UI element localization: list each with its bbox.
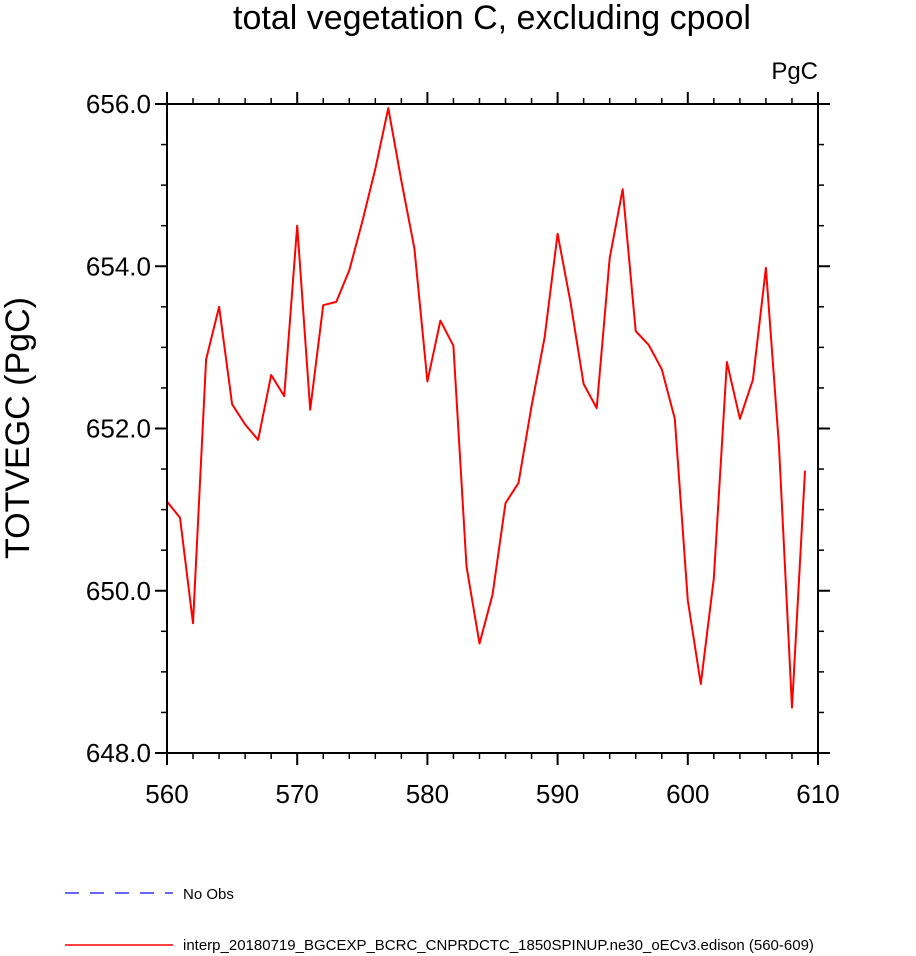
x-tick-label: 600 (666, 779, 709, 809)
legend-label-no-obs: No Obs (183, 886, 234, 903)
x-tick-label: 560 (145, 779, 188, 809)
y-tick-label: 650.0 (86, 576, 151, 606)
x-tick-labels: 560 570 580 590 600 610 (145, 779, 839, 809)
series-layer (166, 107, 806, 709)
x-tick-label: 570 (276, 779, 319, 809)
units-label: PgC (771, 58, 818, 85)
x-tick-label: 610 (796, 779, 839, 809)
plot-frame (166, 103, 819, 754)
major-ticks (155, 92, 830, 765)
legend: No Obs interp_20180719_BGCEXP_BCRC_CNPRD… (65, 886, 814, 954)
y-tick-label: 654.0 (86, 251, 151, 281)
legend-label-model-run: interp_20180719_BGCEXP_BCRC_CNPRDCTC_185… (183, 937, 814, 954)
series-line (166, 107, 806, 709)
y-tick-labels: 648.0 650.0 652.0 654.0 656.0 (86, 89, 151, 768)
y-axis-label: TOTVEGC (PgC) (0, 297, 37, 559)
y-tick-label: 652.0 (86, 414, 151, 444)
chart-title: total vegetation C, excluding cpool (233, 0, 751, 37)
x-tick-label: 590 (536, 779, 579, 809)
x-tick-label: 580 (406, 779, 449, 809)
y-tick-label: 656.0 (86, 89, 151, 119)
y-tick-label: 648.0 (86, 738, 151, 768)
